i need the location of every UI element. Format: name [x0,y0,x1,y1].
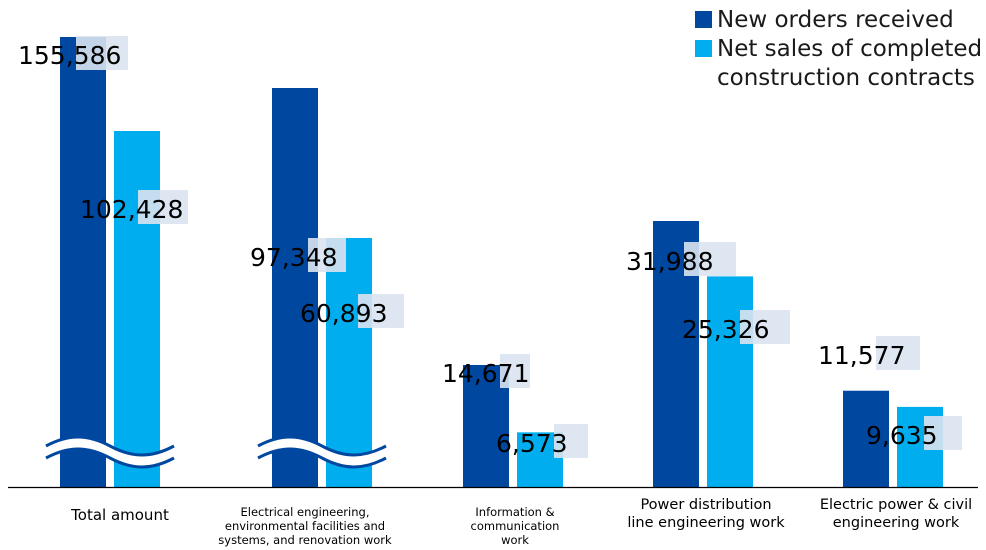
value-label-new-orders-3: 31,988 [626,247,713,276]
value-label-new-orders-4: 11,577 [818,341,905,370]
category-label-line: engineering work [832,515,960,531]
value-label-bg-1-1 [358,294,404,328]
bar-new-orders-0 [60,37,106,487]
value-label-bg-3-1 [740,310,790,344]
category-label-line: Total amount [71,506,169,524]
value-label-new-orders-2: 14,671 [442,359,529,388]
value-label-net-sales-0: 102,428 [80,195,183,224]
axis-break-line-bottom-0 [45,447,175,469]
axis-break-band-1 [255,438,389,466]
category-label-line: line engineering work [627,515,785,531]
value-label-bg-1-0 [308,238,346,272]
category-label-electric-power-civil: Electric power & civil engineering work [806,496,986,532]
category-label-line: environmental facilities and [224,519,386,533]
legend-swatch-new-orders [695,11,712,28]
bar-net-sales-1 [326,238,372,487]
legend-swatch-net-sales [695,40,712,57]
value-label-new-orders-0: 155,586 [18,41,121,70]
value-label-bg-3-0 [684,242,736,276]
value-label-bg-4-1 [924,416,962,450]
category-label-line: Power distribution [640,497,772,513]
category-label-line: Electrical engineering, [240,505,370,519]
value-label-new-orders-1: 97,348 [250,243,337,272]
category-label-line: systems, and renovation work [218,533,392,547]
category-label-information: Information & communication work [440,505,590,547]
legend-item-net-sales: Net sales of completed construction cont… [695,35,982,93]
bar-new-orders-1 [272,88,318,487]
value-label-net-sales-2: 6,573 [496,429,568,458]
axis-break-line-bottom-1 [257,447,387,469]
value-label-net-sales-4: 9,635 [866,421,938,450]
value-label-net-sales-3: 25,326 [682,315,769,344]
category-label-electrical: Electrical engineering, environmental fac… [215,505,395,547]
category-label-line: communication [470,519,560,533]
category-label-power-distribution: Power distribution line engineering work [616,496,796,532]
value-label-bg-0-0 [76,36,128,70]
bar-new-orders-4 [843,390,889,487]
legend-label-new-orders: New orders received [717,7,954,33]
value-label-bg-2-1 [554,424,588,458]
value-label-bg-0-1 [138,190,188,224]
category-label-line: work [501,533,529,547]
axis-break-band-0 [43,438,177,466]
category-label-line: Information & [475,505,555,519]
axis-break-line-top-0 [45,435,175,457]
category-label-line: Electric power & civil [819,497,973,513]
legend-item-new-orders: New orders received [695,6,982,35]
legend-label-net-sales: Net sales of completed construction cont… [717,36,983,91]
bar-net-sales-3 [707,276,753,487]
value-label-bg-2-0 [500,354,530,388]
category-label-total: Total amount [40,506,200,524]
axis-break-line-top-1 [257,435,387,457]
value-label-bg-4-0 [876,336,920,370]
bar-net-sales-0 [114,131,160,487]
value-label-net-sales-1: 60,893 [300,299,387,328]
legend: New orders received Net sales of complet… [695,6,982,93]
